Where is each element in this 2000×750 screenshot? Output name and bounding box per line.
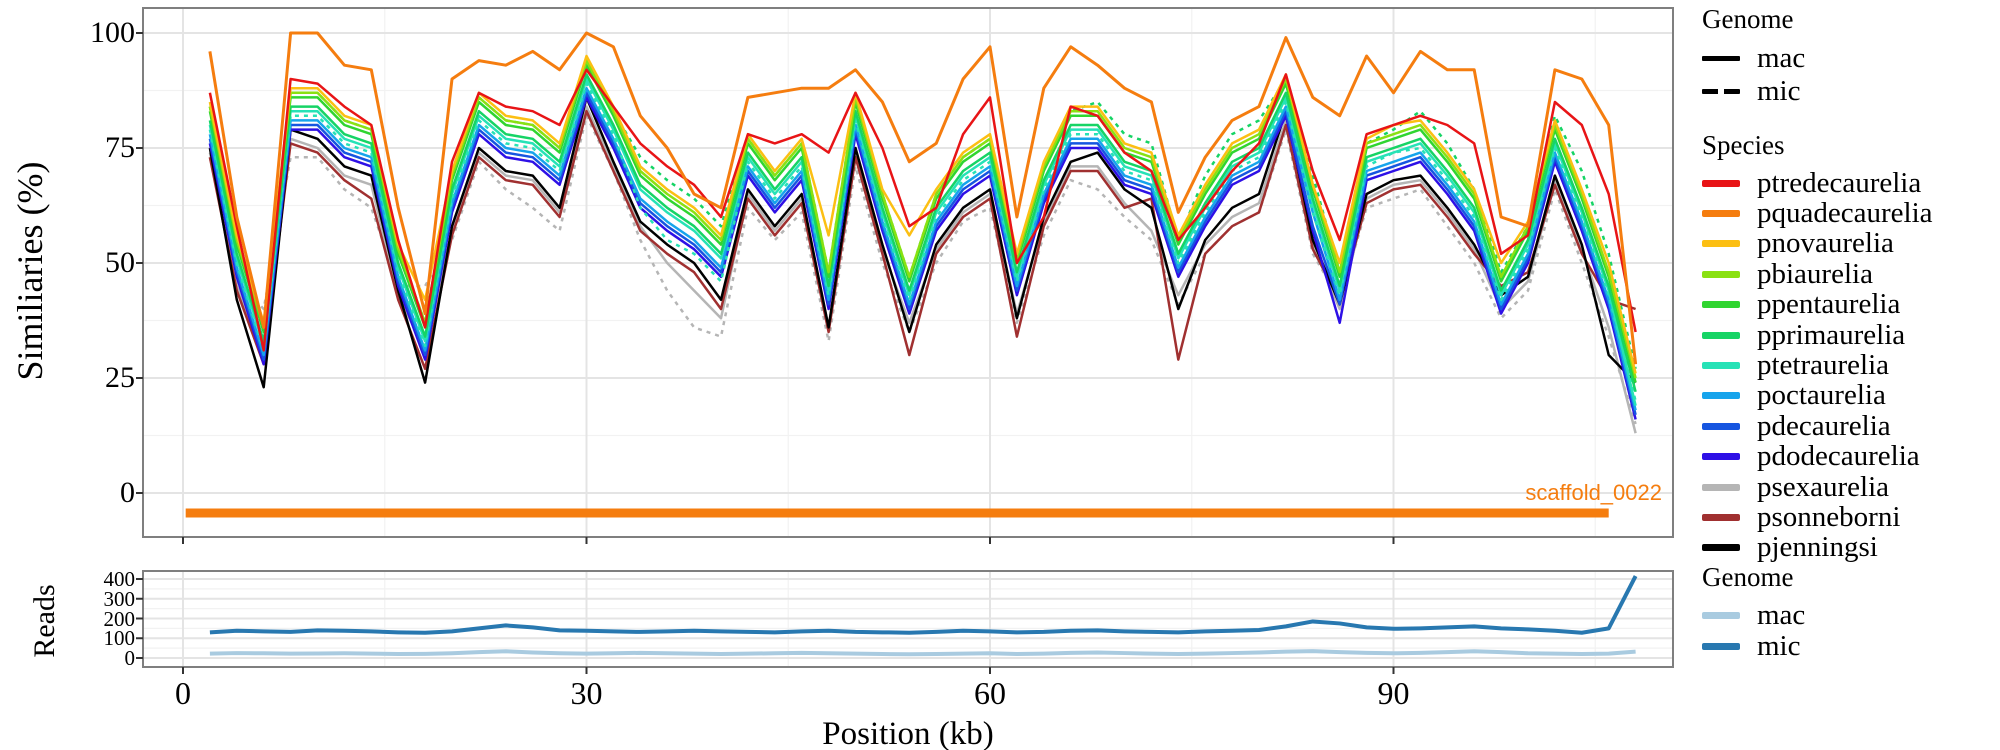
legend-item-label: pquadecaurelia <box>1757 197 1933 230</box>
legend-item-label: ppentaurelia <box>1757 288 1901 321</box>
y-tick-label: 50 <box>105 246 135 279</box>
y-tick-label: 100 <box>90 16 135 49</box>
y-tick-label: 75 <box>105 131 135 164</box>
dashed-line-swatch <box>1702 89 1740 94</box>
legend-item-ptredecaurelia: ptredecaurelia <box>1702 166 1933 199</box>
legend-item-label: ptetraurelia <box>1757 349 1890 382</box>
reads-line-mac <box>209 649 1636 657</box>
legend-species-items: ptredecaurelia pquadecaurelia pnovaurelia p… <box>1702 166 1933 564</box>
species-color-swatch <box>1702 483 1740 491</box>
series-line-ptetraurelia-mic <box>208 82 1637 402</box>
reads-tick-label: 0 <box>124 646 136 670</box>
mic-color-swatch <box>1702 643 1740 650</box>
reads-line-mic <box>209 575 1638 635</box>
reads-tick-label: 200 <box>103 606 136 631</box>
reads-tick-label: 300 <box>103 586 136 611</box>
legend-item-ptetraurelia: ptetraurelia <box>1702 349 1933 382</box>
legend-item-label: mac <box>1757 599 1806 631</box>
species-color-swatch <box>1702 331 1740 339</box>
solid-line-swatch <box>1702 56 1740 61</box>
legend-item-pjenningsi: pjenningsi <box>1702 531 1933 564</box>
legend-item-mic: mic <box>1702 75 1805 108</box>
legend-item-pbiaurelia: pbiaurelia <box>1702 257 1933 290</box>
legend-item-poctaurelia: poctaurelia <box>1702 379 1933 412</box>
legend-item-label: pprimaurelia <box>1757 318 1906 351</box>
legend-item-pdodecaurelia: pdodecaurelia <box>1702 440 1933 473</box>
y-tick-label: 0 <box>120 476 135 509</box>
legend-item-label: pbiaurelia <box>1757 257 1873 290</box>
series-line-pjenningsi-mac <box>208 96 1637 389</box>
species-color-swatch <box>1702 362 1740 370</box>
series-line-pprimaurelia-mac <box>208 73 1637 393</box>
species-color-swatch <box>1702 301 1740 309</box>
species-color-swatch <box>1702 270 1740 278</box>
legend-title: Genome <box>1702 562 1794 592</box>
legend-item-label: pjenningsi <box>1757 531 1878 564</box>
series-line-psexaurelia-mic <box>208 114 1637 425</box>
series-line-pquadecaurelia-mac <box>208 31 1638 365</box>
legend-item-psexaurelia: psexaurelia <box>1702 470 1933 503</box>
reads-tick-label: 400 <box>103 567 136 591</box>
y-tick-label: 25 <box>105 361 135 394</box>
species-color-swatch <box>1702 392 1740 400</box>
legend-item-label: mic <box>1757 630 1801 662</box>
x-axis-title: Position (kb) <box>822 716 994 750</box>
x-tick-label: 30 <box>570 675 603 711</box>
x-tick-label: 90 <box>1377 675 1410 711</box>
species-color-swatch <box>1702 544 1740 552</box>
legend-species: Species ptredecaurelia pquadecaurelia pnov… <box>1702 130 1933 563</box>
legend-item-label: psexaurelia <box>1757 470 1890 503</box>
legend-item-label: pdecaurelia <box>1757 409 1891 442</box>
legend-item-label: psonneborni <box>1757 501 1901 533</box>
series-line-pbiaurelia-mac <box>208 59 1637 379</box>
mac-color-swatch <box>1702 612 1740 619</box>
legend-item-pprimaurelia: pprimaurelia <box>1702 318 1933 351</box>
species-color-swatch <box>1702 513 1740 521</box>
legend-item-label: poctaurelia <box>1757 379 1886 412</box>
x-tick-label: 60 <box>974 675 1006 711</box>
legend-item-mac-reads: mac <box>1702 599 1806 631</box>
species-color-swatch <box>1702 422 1740 430</box>
legend-title: Species <box>1702 130 1785 160</box>
legend-item-pquadecaurelia: pquadecaurelia <box>1702 197 1933 230</box>
legend-item-psonneborni: psonneborni <box>1702 501 1933 533</box>
species-color-swatch <box>1702 453 1740 461</box>
species-color-swatch <box>1702 210 1740 218</box>
legend-item-pnovaurelia: pnovaurelia <box>1702 227 1933 260</box>
legend-item-label: ptredecaurelia <box>1757 166 1922 199</box>
legend-title: Genome <box>1702 4 1794 34</box>
species-color-swatch <box>1702 240 1740 248</box>
series-line-poctaurelia-mac <box>208 86 1637 411</box>
similarity-panel-border <box>142 7 1674 538</box>
reads-tick-label: 100 <box>103 626 136 651</box>
legend-item-mac: mac <box>1702 42 1805 75</box>
x-tick-label: 0 <box>175 675 191 711</box>
legend-item-ppentaurelia: ppentaurelia <box>1702 288 1933 321</box>
legend-item-pdecaurelia: pdecaurelia <box>1702 409 1933 442</box>
legend-item-mic-reads: mic <box>1702 630 1805 662</box>
species-color-swatch <box>1702 179 1740 187</box>
legend-genome-reads: Genome mac mic <box>1702 562 1805 662</box>
legend-item-label: pdodecaurelia <box>1757 440 1920 473</box>
series-line-ptredecaurelia-mac <box>208 68 1637 352</box>
legend-item-label: pnovaurelia <box>1757 227 1894 260</box>
legend-genome-line: Genome mac mic <box>1702 4 1805 108</box>
legend-item-label: mac <box>1757 42 1806 74</box>
scaffold-label: scaffold_0022 <box>1525 480 1662 505</box>
legend-item-label: mic <box>1757 75 1801 107</box>
